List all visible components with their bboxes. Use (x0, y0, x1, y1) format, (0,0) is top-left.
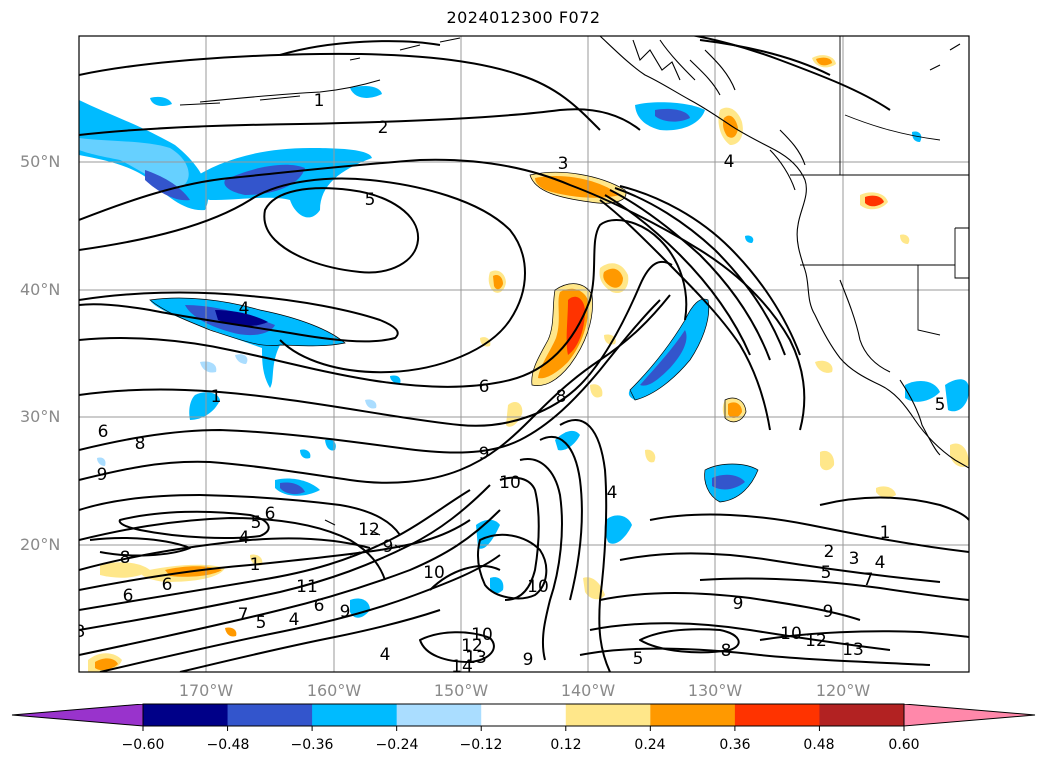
colorbar-segment (312, 704, 398, 726)
contour-label: 4 (607, 483, 618, 503)
contour-label: 8 (120, 548, 131, 568)
anomaly-outlines (149, 171, 759, 503)
contour-label: 8 (556, 387, 567, 407)
contour-label: 9 (823, 602, 834, 622)
colorbar-tick-label: −0.12 (459, 737, 503, 753)
contour-label: 3 (849, 549, 860, 569)
contour-label: 6 (123, 586, 134, 606)
map-title: 2024012300 F072 (446, 8, 601, 27)
contour-label: 7 (238, 605, 249, 625)
colorbar-tick-label: −0.48 (206, 737, 250, 753)
contour-label: 1 (250, 555, 261, 575)
contour-label: 13 (465, 648, 487, 668)
contour-label: 4 (289, 610, 300, 630)
contour-label: 6 (314, 596, 325, 616)
contour-label: 9 (523, 650, 534, 670)
isolines (79, 36, 969, 672)
contour-labels: 1 2 3 5 4 1 6 8 9 10 6 8 9 5 6 4 1 6 6 8… (75, 91, 946, 677)
colorbar-segment (396, 704, 482, 726)
contour-label: 2 (824, 542, 835, 562)
contour-label: 1 (314, 91, 325, 111)
positive-shading (88, 55, 969, 672)
colorbar-segment (734, 704, 820, 726)
contour-label: 9 (383, 537, 394, 557)
colorbar-extend-high (904, 704, 1035, 726)
colorbar-extend-low (12, 704, 143, 726)
contour-label: 6 (479, 377, 490, 397)
borders (790, 36, 969, 336)
contour-label: 4 (239, 528, 250, 548)
contour-label: 5 (821, 563, 832, 583)
graticule (79, 36, 969, 672)
contour-label: 4 (380, 645, 391, 665)
lon-label-140w: 140°W (560, 681, 616, 700)
contour-label: 9 (479, 444, 490, 464)
coastlines (179, 36, 969, 556)
contour-label: 12 (358, 520, 380, 540)
contour-label: 10 (527, 577, 549, 597)
contour-label: 3 (558, 154, 569, 174)
contour-label: 3 (75, 622, 86, 642)
contour-label: 1 (211, 387, 222, 407)
contour-label: 6 (98, 422, 109, 442)
colorbar-tick-label: 0.60 (888, 737, 920, 753)
contour-label: 8 (721, 641, 732, 661)
lat-label-40n: 40°N (20, 280, 61, 299)
contour-label: 4 (239, 299, 250, 319)
colorbar-segment (481, 704, 567, 726)
map-frame (78, 35, 970, 673)
colorbar-segment (819, 704, 905, 726)
lon-label-160w: 160°W (306, 681, 362, 700)
lat-label-50n: 50°N (20, 152, 61, 171)
contour-label: 8 (135, 434, 146, 454)
contour-label: 10 (471, 625, 493, 645)
forecast-map: 1 2 3 5 4 1 6 8 9 10 6 8 9 5 6 4 1 6 6 8… (75, 35, 970, 677)
contour-label: 11 (296, 577, 318, 597)
colorbar-tick-label: −0.24 (375, 737, 419, 753)
colorbar (11, 703, 1036, 731)
contour-label: 9 (733, 594, 744, 614)
lon-label-150w: 150°W (433, 681, 489, 700)
colorbar-tick-label: 0.36 (719, 737, 751, 753)
contour-label: 5 (256, 613, 267, 633)
contour-label: 10 (423, 563, 445, 583)
contour-label: 6 (162, 575, 173, 595)
colorbar-segment (227, 704, 313, 726)
contour-label: 13 (842, 640, 864, 660)
contour-label: 4 (875, 553, 886, 573)
colorbar-tick-label: −0.36 (290, 737, 334, 753)
colorbar-segment (650, 704, 736, 726)
contour-label: 10 (499, 473, 521, 493)
colorbar-tick-label: −0.60 (121, 737, 165, 753)
colorbar-ticks (142, 726, 905, 731)
colorbar-segments (12, 704, 1035, 726)
contour-label: 2 (378, 118, 389, 138)
contour-label: 7 (863, 570, 874, 590)
contour-label: 1 (880, 523, 891, 543)
colorbar-segment (143, 704, 229, 726)
contour-label: 5 (365, 190, 376, 210)
contour-label: 14 (451, 657, 473, 677)
contour-label: 9 (340, 602, 351, 622)
lon-label-130w: 130°W (687, 681, 743, 700)
colorbar-tick-label: 0.24 (634, 737, 666, 753)
contour-label: 9 (97, 465, 108, 485)
lat-label-30n: 30°N (20, 407, 61, 426)
lon-label-120w: 120°W (815, 681, 871, 700)
colorbar-tick-label: 0.48 (803, 737, 835, 753)
contour-label: 12 (805, 631, 827, 651)
colorbar-tick-label: 0.12 (550, 737, 582, 753)
contour-label: 6 (265, 504, 276, 524)
contour-label: 5 (633, 649, 644, 669)
lat-label-20n: 20°N (20, 535, 61, 554)
contour-label: 5 (935, 395, 946, 415)
contour-label: 12 (461, 636, 483, 656)
contour-label: 4 (724, 152, 735, 172)
contour-label: 10 (780, 624, 802, 644)
colorbar-segment (565, 704, 651, 726)
lon-label-170w: 170°W (178, 681, 234, 700)
contour-label: 5 (251, 513, 262, 533)
